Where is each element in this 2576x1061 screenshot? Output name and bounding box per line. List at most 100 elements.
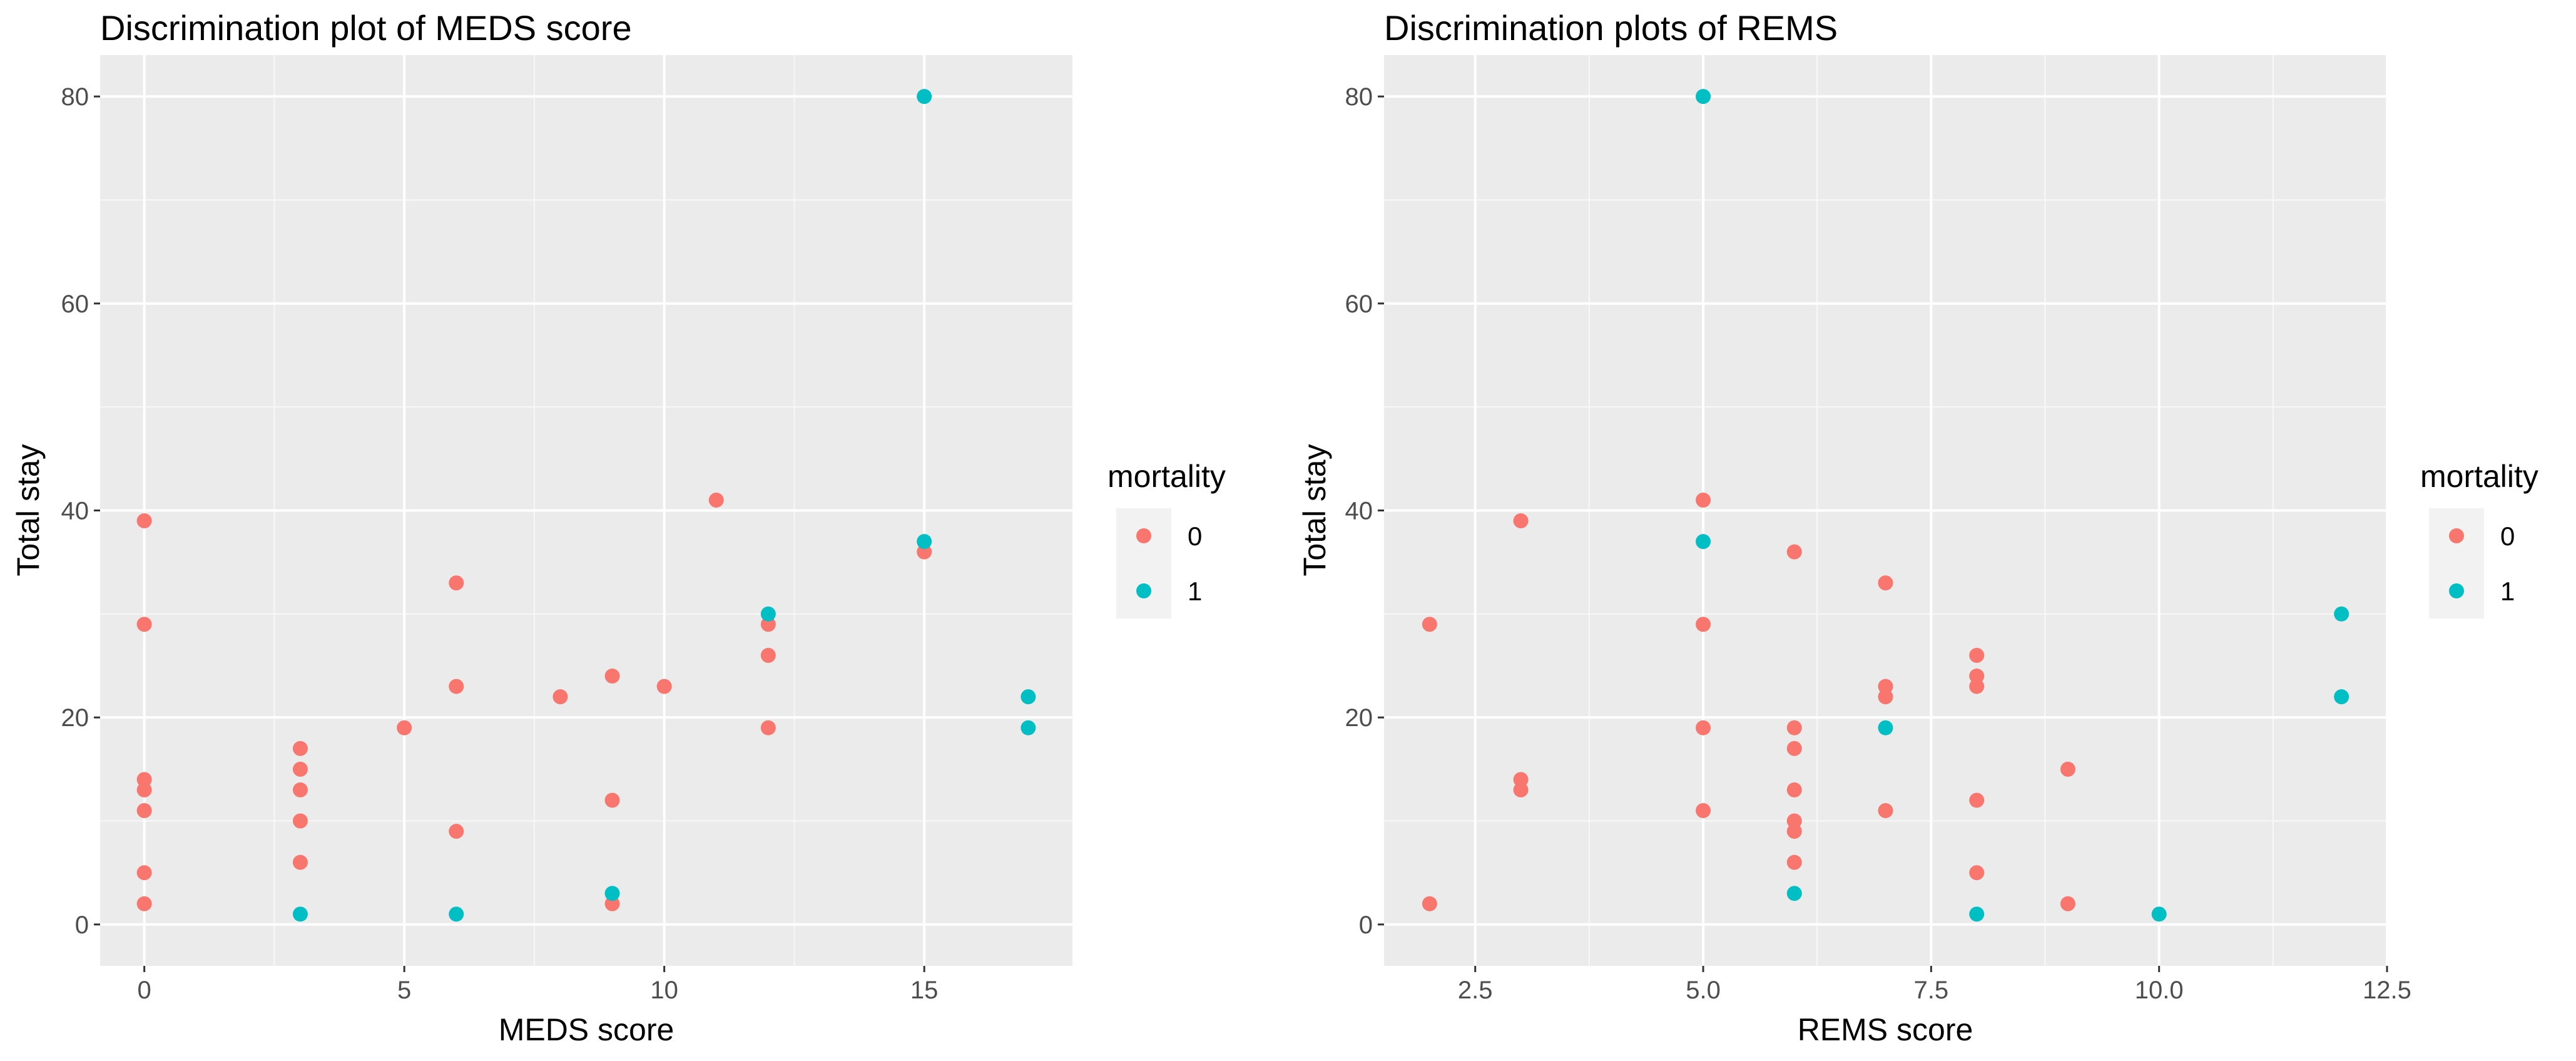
point-mortality-0 (449, 824, 464, 839)
x-tick-label: 5 (397, 976, 411, 1004)
point-mortality-0 (1786, 544, 1802, 560)
y-axis-ticks: 0 20 40 60 80 (1345, 83, 1384, 939)
point-mortality-0 (1878, 802, 1893, 818)
point-mortality-0 (760, 647, 776, 663)
x-tick-label: 15 (910, 976, 939, 1004)
legend: mortality 0 1 (1107, 459, 1226, 618)
x-tick-label: 10.0 (2135, 976, 2184, 1004)
y-axis-label: Total stay (11, 444, 46, 576)
point-mortality-0 (1696, 720, 1711, 736)
y-tick-label: 0 (1359, 911, 1373, 939)
y-tick-label: 60 (1345, 290, 1373, 318)
legend-label-mortality-1: 1 (1188, 577, 1202, 606)
x-axis-label: REMS score (1798, 1012, 1973, 1047)
point-mortality-0 (2060, 896, 2075, 911)
point-mortality-0 (552, 689, 568, 705)
data-points (136, 89, 1036, 922)
point-mortality-1 (1696, 89, 1711, 105)
point-mortality-0 (1696, 492, 1711, 508)
gridlines (1384, 55, 2388, 966)
point-mortality-0 (1786, 813, 1802, 829)
point-mortality-1 (1878, 720, 1893, 736)
point-mortality-0 (1878, 689, 1893, 705)
x-axis-ticks: 2.5 5.0 7.5 10.0 12.5 (1458, 966, 2411, 1004)
point-mortality-0 (292, 741, 308, 756)
point-mortality-1 (2334, 689, 2349, 705)
point-mortality-0 (1422, 617, 1437, 632)
point-mortality-0 (136, 782, 152, 797)
point-mortality-0 (1786, 720, 1802, 736)
point-mortality-0 (136, 865, 152, 881)
legend-label-mortality-0: 0 (1188, 521, 1202, 551)
point-mortality-0 (1969, 865, 1985, 881)
point-mortality-0 (604, 792, 620, 808)
point-mortality-1 (604, 886, 620, 901)
point-mortality-0 (449, 679, 464, 694)
legend-key-mortality-1 (1136, 583, 1151, 598)
point-mortality-1 (2151, 906, 2167, 922)
y-tick-label: 20 (61, 704, 89, 732)
legend: mortality 0 1 (2420, 459, 2538, 618)
point-mortality-0 (397, 720, 412, 736)
x-tick-label: 7.5 (1914, 976, 1949, 1004)
y-axis-label: Total stay (1297, 444, 1332, 576)
point-mortality-0 (656, 679, 672, 694)
point-mortality-0 (1513, 782, 1529, 797)
point-mortality-1 (1021, 720, 1036, 736)
legend-label-mortality-0: 0 (2500, 521, 2515, 551)
point-mortality-0 (136, 802, 152, 818)
chart-meds: Discrimination plot of MEDS score 0 20 40 6… (11, 8, 1226, 1047)
point-mortality-0 (136, 617, 152, 632)
point-mortality-1 (449, 906, 464, 922)
point-mortality-0 (292, 782, 308, 797)
point-mortality-0 (292, 761, 308, 777)
x-tick-label: 0 (138, 976, 151, 1004)
x-axis-ticks: 0 5 10 15 (138, 966, 939, 1004)
point-mortality-0 (917, 544, 932, 560)
point-mortality-0 (1969, 669, 1985, 684)
point-mortality-1 (1969, 906, 1985, 922)
x-tick-label: 5.0 (1686, 976, 1721, 1004)
point-mortality-0 (1786, 854, 1802, 870)
point-mortality-0 (708, 492, 724, 508)
point-mortality-1 (917, 534, 932, 550)
point-mortality-1 (917, 89, 932, 105)
y-tick-label: 80 (61, 83, 89, 111)
point-mortality-0 (136, 772, 152, 787)
legend-title: mortality (1107, 459, 1226, 494)
point-mortality-0 (1696, 802, 1711, 818)
point-mortality-0 (2060, 761, 2075, 777)
y-tick-label: 60 (61, 290, 89, 318)
chart-title: Discrimination plots of REMS (1384, 8, 1838, 48)
point-mortality-0 (1786, 824, 1802, 839)
point-mortality-1 (2334, 606, 2349, 622)
point-mortality-0 (1969, 679, 1985, 694)
point-mortality-0 (1878, 575, 1893, 591)
point-mortality-0 (136, 896, 152, 911)
point-mortality-0 (292, 854, 308, 870)
chart-title: Discrimination plot of MEDS score (100, 8, 632, 48)
point-mortality-0 (1969, 647, 1985, 663)
point-mortality-0 (760, 617, 776, 632)
x-tick-label: 10 (650, 976, 678, 1004)
point-mortality-1 (1786, 886, 1802, 901)
point-mortality-0 (136, 513, 152, 529)
point-mortality-0 (1969, 792, 1985, 808)
y-tick-label: 20 (1345, 704, 1373, 732)
legend-key-mortality-0 (2449, 528, 2464, 543)
y-axis-ticks: 0 20 40 60 80 (61, 83, 100, 939)
y-tick-label: 0 (75, 911, 89, 939)
legend-key-mortality-0 (1136, 528, 1151, 543)
data-points (1422, 89, 2349, 922)
point-mortality-0 (760, 720, 776, 736)
point-mortality-0 (449, 575, 464, 591)
point-mortality-0 (1786, 741, 1802, 756)
point-mortality-0 (1696, 617, 1711, 632)
point-mortality-1 (1696, 534, 1711, 550)
point-mortality-0 (292, 813, 308, 829)
x-tick-label: 2.5 (1458, 976, 1493, 1004)
point-mortality-0 (1422, 896, 1437, 911)
x-axis-label: MEDS score (499, 1012, 675, 1047)
gridlines (100, 55, 1072, 966)
chart-rems: Discrimination plots of REMS 0 20 40 60 80 2… (1297, 8, 2538, 1047)
